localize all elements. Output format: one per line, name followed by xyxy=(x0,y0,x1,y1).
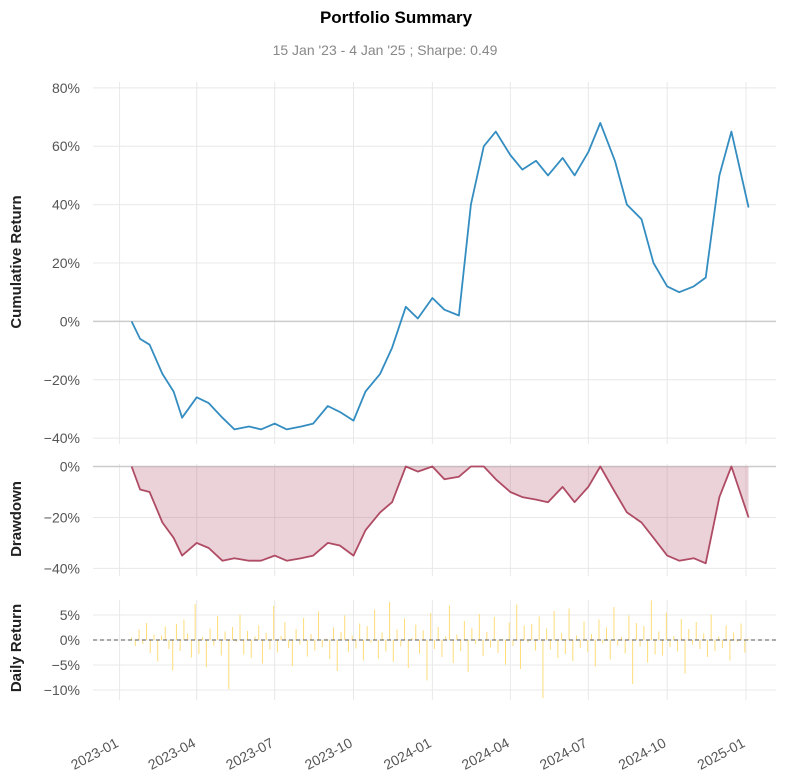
cumulative-return-panel: 80% 60% 40% 20% 0% −20% −40% xyxy=(44,80,776,446)
x-tick-label: 2023-07 xyxy=(223,734,276,772)
chart-subtitle: 15 Jan '23 - 4 Jan '25 ; Sharpe: 0.49 xyxy=(273,42,498,58)
y-tick-label: −20% xyxy=(44,509,80,525)
y-tick-label: 60% xyxy=(52,138,80,154)
x-tick-label: 2024-01 xyxy=(381,734,434,772)
x-tick-label: 2024-07 xyxy=(537,734,590,772)
drawdown-axis-label: Drawdown xyxy=(8,481,25,557)
cumulative-return-line xyxy=(130,122,750,431)
y-tick-label: 80% xyxy=(52,80,80,96)
x-tick-label: 2023-10 xyxy=(302,734,355,772)
y-tick-label: −5% xyxy=(52,657,80,673)
y-tick-label: −40% xyxy=(44,560,80,576)
daily-return-panel: 5% 0% −5% −10% xyxy=(44,600,776,700)
drawdown-panel: 0% −20% −40% xyxy=(44,459,776,576)
drawdown-line xyxy=(130,465,750,565)
drawdown-area xyxy=(131,466,749,564)
x-tick-label: 2024-04 xyxy=(459,734,512,772)
y-tick-label: −20% xyxy=(44,372,80,388)
y-tick-label: 40% xyxy=(52,197,80,213)
y-tick-label: 0% xyxy=(60,313,80,329)
y-tick-label: 5% xyxy=(60,607,80,623)
x-tick-label: 2024-10 xyxy=(616,734,669,772)
y-tick-label: 0% xyxy=(60,632,80,648)
x-axis: 2023-01 2023-04 2023-07 2023-10 2024-01 2024-… xyxy=(68,734,748,772)
daily-return-axis-label: Daily Return xyxy=(8,604,25,692)
y-tick-label: −10% xyxy=(44,682,80,698)
y-tick-label: −40% xyxy=(44,430,80,446)
y-tick-label: 0% xyxy=(60,459,80,475)
cumulative-return-axis-label: Cumulative Return xyxy=(8,195,25,328)
y-tick-label: 20% xyxy=(52,255,80,271)
chart-title: Portfolio Summary xyxy=(320,8,473,27)
x-tick-label: 2023-01 xyxy=(68,734,121,772)
x-tick-label: 2025-01 xyxy=(695,734,748,772)
x-tick-label: 2023-04 xyxy=(145,734,198,772)
